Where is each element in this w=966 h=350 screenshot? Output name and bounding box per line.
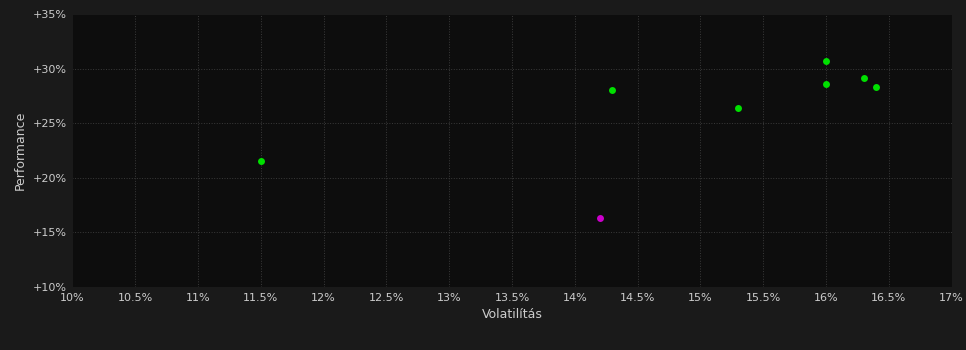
X-axis label: Volatilítás: Volatilítás	[481, 308, 543, 321]
Y-axis label: Performance: Performance	[14, 111, 27, 190]
